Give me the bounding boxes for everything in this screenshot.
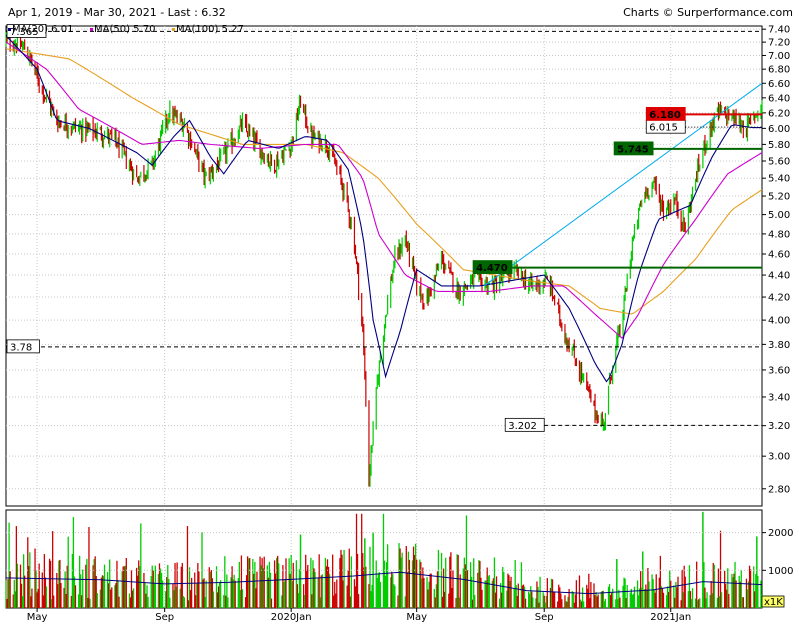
y-tick-label: 6.20 — [768, 108, 790, 119]
y-tick-label: 5.00 — [768, 210, 790, 221]
level-label: 3.202 — [508, 421, 537, 432]
y-tick-label: 7.00 — [768, 51, 790, 62]
y-tick-label: 5.60 — [768, 156, 790, 167]
volume-average-line — [5, 571, 763, 595]
y-tick-label: 6.80 — [768, 65, 790, 76]
level-label: 6.180 — [649, 110, 681, 121]
y-tick-label: 3.20 — [768, 421, 790, 432]
y-tick-label: 5.40 — [768, 174, 790, 185]
level-label: 5.745 — [617, 144, 649, 155]
ma100-line — [5, 48, 763, 315]
ma20-line — [5, 35, 762, 383]
y-tick-label: 7.20 — [768, 38, 790, 49]
trendline — [483, 82, 763, 287]
y-tick-label: 6.60 — [768, 79, 790, 90]
y-tick-label: 4.20 — [768, 293, 790, 304]
y-tick-label: 4.40 — [768, 271, 790, 282]
level-label: 6.015 — [649, 123, 678, 134]
y-tick-label: 4.60 — [768, 250, 790, 261]
x-tick-label: 2021Jan — [650, 612, 691, 623]
legend-entry: MA(100) 5.27 — [176, 24, 244, 35]
x-tick-label: Sep — [155, 612, 174, 623]
legend-entry: MA(50) 5.70 — [94, 24, 155, 35]
legend-entry: MA(20) 6.01 — [12, 24, 73, 35]
x-tick-label: 2020Jan — [271, 612, 312, 623]
y-tick-label: 6.00 — [768, 124, 790, 135]
y-tick-label: 5.80 — [768, 140, 790, 151]
x-tick-label: Sep — [535, 612, 554, 623]
chart-credit: Charts © Surperformance.com — [623, 6, 793, 19]
y-tick-label: 3.40 — [768, 392, 790, 403]
y-tick-label: 4.80 — [768, 229, 790, 240]
y-tick-label: 7.40 — [768, 25, 790, 36]
x-tick-label: May — [27, 612, 48, 623]
level-label: 4.470 — [476, 263, 508, 274]
y-tick-label: 5.20 — [768, 192, 790, 203]
legend-swatch — [8, 28, 11, 31]
legend-swatch — [90, 28, 93, 31]
volume-unit-label: x1K — [764, 597, 783, 608]
level-label: 3.78 — [10, 342, 32, 353]
volume-tick-label: 1000 — [768, 566, 793, 577]
chart-title: Apr 1, 2019 - Mar 30, 2021 - Last : 6.32 — [8, 6, 226, 19]
volume-bars — [5, 511, 763, 608]
level-label-box — [504, 417, 545, 432]
volume-tick-label: 2000 — [768, 528, 793, 539]
legend-swatch — [172, 28, 175, 31]
level-label-box — [6, 24, 47, 38]
legend: MA(20) 6.01 MA(50) 5.70 MA(100) 5.27 — [8, 24, 244, 35]
level-label-box — [613, 141, 654, 156]
volume-unit-box — [761, 595, 785, 608]
level-label-box — [645, 106, 686, 121]
y-tick-label: 3.60 — [768, 365, 790, 376]
y-tick-label: 3.80 — [768, 340, 790, 351]
level-label: 7.365 — [10, 27, 39, 38]
y-tick-label: 3.00 — [768, 452, 790, 463]
candles — [5, 28, 763, 487]
level-label-box — [6, 339, 40, 354]
y-tick-label: 6.40 — [768, 93, 790, 104]
level-label-box — [472, 260, 513, 274]
y-tick-label: 4.00 — [768, 316, 790, 327]
ma50-line — [5, 41, 763, 340]
y-tick-label: 2.80 — [768, 484, 790, 495]
x-tick-label: May — [406, 612, 427, 623]
